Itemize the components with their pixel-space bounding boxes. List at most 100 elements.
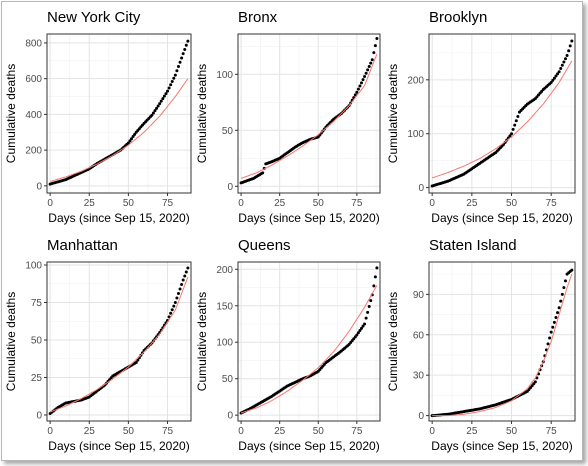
x-tick-label: 50 (313, 426, 325, 437)
data-point (162, 94, 166, 98)
data-point (128, 139, 132, 143)
y-tick-label: 30 (413, 371, 425, 382)
fit-line (240, 285, 378, 414)
x-tick-label: 0 (47, 426, 53, 437)
panel-5: 0 25 50 75 0 50 100 150 200 Queens Days (since Sep… (195, 237, 381, 453)
data-point (356, 331, 360, 335)
panel-title: New York City (47, 9, 141, 26)
data-point (363, 322, 367, 326)
y-axis-label: Cumulative deaths (386, 292, 400, 391)
data-point (133, 132, 137, 136)
data-point (560, 63, 564, 67)
fit-line (49, 78, 189, 182)
x-axis-label: Days (since Sep 15, 2020) (48, 439, 189, 453)
y-axis-label: Cumulative deaths (195, 292, 209, 391)
plot-area (47, 262, 191, 421)
x-tick-label: 75 (546, 426, 558, 437)
data-point (181, 52, 185, 56)
x-tick-label: 50 (123, 426, 135, 437)
data-point (158, 102, 162, 106)
data-point (563, 279, 567, 283)
data-point (554, 74, 558, 78)
data-point (151, 111, 155, 115)
data-point (359, 326, 363, 330)
data-point (369, 61, 373, 65)
x-tick-label: 75 (162, 426, 174, 437)
panel-2: 0 25 50 75 0 50 100 Bronx Days (since Sep 15, 20… (195, 9, 381, 225)
data-point (511, 127, 515, 131)
x-tick-label: 0 (238, 198, 244, 209)
data-point (153, 109, 157, 113)
x-axis-label: Days (since Sep 15, 2020) (238, 211, 379, 225)
x-tick-label: 0 (238, 426, 244, 437)
y-tick-label: 0 (227, 182, 233, 193)
y-tick-label: 100 (407, 129, 424, 140)
data-point (562, 286, 566, 290)
data-point (516, 114, 520, 118)
panel-title: Brooklyn (429, 9, 487, 26)
data-point (556, 311, 560, 315)
x-tick-label: 25 (274, 426, 286, 437)
data-point (372, 51, 376, 55)
data-point (557, 70, 561, 74)
y-tick-label: 200 (216, 265, 233, 276)
x-tick-label: 50 (123, 198, 135, 209)
data-point (508, 134, 512, 138)
panel-border (428, 33, 576, 194)
data-point (568, 44, 572, 48)
data-point (356, 87, 360, 91)
data-point (513, 123, 517, 127)
x-tick-label: 25 (84, 426, 96, 437)
data-point (176, 292, 180, 295)
panel-border (237, 33, 381, 194)
data-point (166, 89, 170, 93)
y-tick-label: 25 (31, 373, 43, 384)
data-point (364, 316, 368, 320)
x-axis-label: Days (since Sep 15, 2020) (431, 211, 572, 225)
plot-area (429, 262, 575, 421)
data-point (557, 306, 561, 310)
data-point (370, 58, 374, 62)
data-point (559, 299, 563, 303)
data-point (552, 76, 556, 80)
x-tick-label: 25 (84, 198, 96, 209)
fit-line (240, 53, 378, 179)
panel-title: Queens (238, 237, 291, 254)
data-point (372, 284, 376, 288)
panel-border (428, 261, 576, 422)
data-point (510, 132, 514, 136)
y-tick-label: 50 (222, 374, 234, 385)
data-point (161, 97, 165, 101)
x-tick-label: 25 (466, 198, 478, 209)
plot-area (47, 34, 191, 193)
data-point (549, 81, 553, 85)
data-point (355, 333, 359, 337)
data-point (172, 76, 176, 80)
y-tick-label: 150 (216, 301, 233, 312)
data-point (155, 106, 159, 110)
data-point (131, 135, 135, 139)
data-point (554, 316, 558, 320)
fit-line (432, 273, 573, 417)
data-point (563, 57, 567, 61)
data-point (170, 308, 174, 312)
y-tick-label: 0 (418, 183, 424, 194)
data-point (164, 92, 168, 96)
data-point (355, 90, 359, 94)
data-point (551, 78, 555, 82)
data-point (353, 93, 357, 97)
x-tick-label: 25 (274, 198, 286, 209)
x-tick-label: 50 (506, 198, 518, 209)
data-point (178, 60, 182, 64)
x-tick-label: 50 (313, 198, 325, 209)
data-point (169, 311, 173, 315)
data-point (375, 266, 379, 270)
panel-4: 0 25 50 75 0 25 50 75 100 Manhattan Days (since Se… (4, 237, 192, 453)
plot-area (238, 34, 380, 193)
data-point (366, 310, 370, 314)
x-tick-label: 0 (429, 426, 435, 437)
data-point (172, 304, 176, 308)
panel-title: Bronx (238, 9, 278, 26)
data-point (184, 43, 188, 47)
x-axis-label: Days (since Sep 15, 2020) (431, 439, 572, 453)
